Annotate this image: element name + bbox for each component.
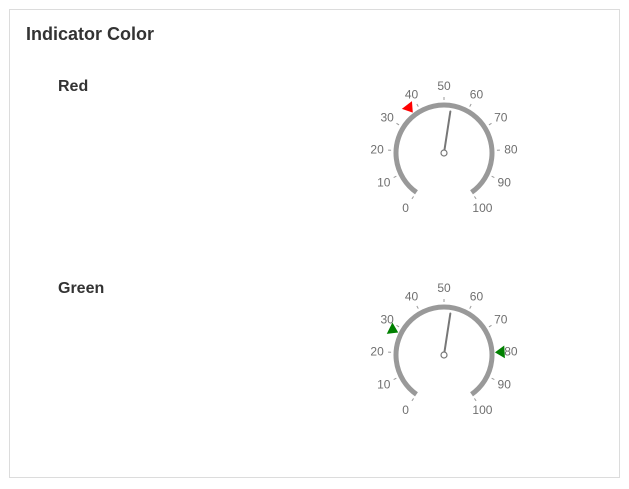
gauge-tick <box>491 175 495 178</box>
gauge-label-red: Red <box>58 78 89 95</box>
gauge-tick-label: 20 <box>370 142 384 156</box>
indicator-color-panel: Indicator Color Red 0 10 20 30 40 50 60 70 80 90 1… <box>9 9 620 478</box>
gauge-tick <box>473 398 477 402</box>
gauge-arc <box>393 102 495 195</box>
range-indicator-marker <box>401 101 413 113</box>
gauge-tick-label: 0 <box>402 403 409 417</box>
gauge-needle-pivot <box>440 351 448 359</box>
gauge-needle <box>443 110 452 154</box>
gauge-tick-label: 70 <box>494 312 508 326</box>
gauge-tick-label: 10 <box>377 377 391 391</box>
gauge-arc <box>393 304 495 397</box>
gauge-tick <box>469 305 472 309</box>
gauge-tick-label: 50 <box>437 281 451 295</box>
gauge-tick <box>411 398 415 402</box>
gauge-tick-label: 50 <box>437 79 451 93</box>
gauge-tick <box>416 305 419 309</box>
gauge-tick-label: 40 <box>405 289 419 303</box>
gauge-label-green: Green <box>58 280 105 297</box>
gauge-tick <box>469 103 472 107</box>
gauge-tick <box>396 324 400 328</box>
gauge-tick-label: 40 <box>405 87 419 101</box>
gauge-tick-label: 20 <box>370 344 384 358</box>
range-indicator-marker <box>494 345 505 359</box>
gauge-tick-label: 30 <box>381 110 395 124</box>
gauge-tick <box>491 377 495 380</box>
gauge-tick <box>393 377 397 380</box>
gauge-tick-label: 70 <box>494 110 508 124</box>
gauge-tick-label: 100 <box>472 201 492 215</box>
gauge-tick-label: 80 <box>504 142 518 156</box>
gauge-tick-label: 90 <box>498 377 512 391</box>
gauge-red: 0 10 20 30 40 50 60 70 80 90 100 <box>370 79 518 215</box>
gauge-tick <box>416 103 419 107</box>
gauge-tick <box>488 324 492 328</box>
gauge-needle <box>443 312 452 356</box>
gauge-tick <box>411 196 415 200</box>
panel-title: Indicator Color <box>26 24 155 44</box>
gauge-tick-label: 100 <box>472 403 492 417</box>
gauge-tick-label: 0 <box>402 201 409 215</box>
gauge-tick-label: 80 <box>504 344 518 358</box>
gauge-tick <box>488 122 492 126</box>
gauge-tick-label: 30 <box>381 312 395 326</box>
gauge-tick-label: 60 <box>470 87 484 101</box>
gauge-tick-label: 90 <box>498 175 512 189</box>
gauge-needle-pivot <box>440 149 448 157</box>
gauge-tick-label: 60 <box>470 289 484 303</box>
gauge-tick <box>396 122 400 126</box>
gauge-tick <box>393 175 397 178</box>
gauge-green: 0 10 20 30 40 50 60 70 80 90 100 <box>370 281 518 417</box>
gauge-tick <box>473 196 477 200</box>
range-indicator-marker <box>386 322 399 334</box>
gauge-tick-label: 10 <box>377 175 391 189</box>
